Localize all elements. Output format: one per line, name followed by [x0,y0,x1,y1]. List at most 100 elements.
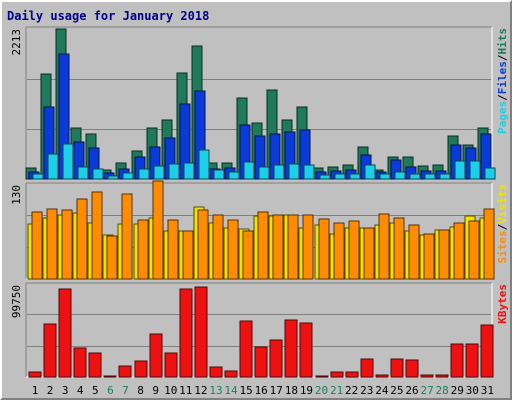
x-tick-label-day-13: 13 [209,384,222,397]
bar-sites-day-6 [106,235,118,280]
x-tick-label-day-10: 10 [164,384,177,397]
bar-sites-day-2 [46,208,58,280]
bar-kbytes-day-31 [480,324,494,378]
bar-kbytes-day-18 [284,319,298,378]
bar-pages-day-16 [258,166,270,180]
bar-kbytes-day-28 [435,374,449,378]
bar-kbytes-day-10 [164,352,178,378]
legend-entry-visits: Visits [496,184,509,224]
bar-pages-day-28 [439,173,451,180]
x-tick-label-day-16: 16 [255,384,268,397]
x-tick-label-day-19: 19 [300,384,313,397]
bar-sites-day-5 [91,191,103,280]
bar-kbytes-day-17 [269,339,283,378]
bar-pages-day-12 [198,149,210,180]
bar-pages-day-11 [183,162,195,180]
bar-pages-day-29 [454,160,466,180]
bar-kbytes-day-27 [420,374,434,378]
bar-kbytes-day-1 [28,371,42,378]
x-tick-label-day-2: 2 [47,384,54,397]
x-tick-label-day-31: 31 [481,384,494,397]
x-tick-label-day-17: 17 [270,384,283,397]
bar-kbytes-day-24 [375,374,389,378]
legend: Pages/Files/Hits [496,28,509,134]
bar-sites-day-19 [302,214,314,280]
x-tick-label-day-20: 20 [315,384,328,397]
bar-kbytes-day-20 [315,375,329,378]
bar-pages-day-3 [62,143,74,180]
bar-pages-day-18 [288,163,300,180]
bar-sites-day-3 [61,209,73,280]
bar-sites-day-26 [408,224,420,280]
bar-pages-day-5 [92,168,104,180]
bar-pages-day-6 [107,175,119,180]
legend-separator: / [496,223,509,230]
bar-kbytes-day-26 [405,359,419,378]
y-axis-max-label: 130 [10,185,23,205]
bar-sites-day-21 [333,222,345,280]
bar-sites-day-15 [242,230,254,280]
bar-sites-day-4 [76,198,88,280]
bar-pages-day-2 [47,153,59,180]
bar-sites-day-7 [121,193,133,280]
bar-pages-day-10 [168,163,180,180]
x-tick-label-day-7: 7 [122,384,129,397]
bar-kbytes-day-9 [149,333,163,378]
bar-sites-day-12 [197,209,209,280]
legend: KBytes [496,284,509,324]
bar-pages-day-23 [364,164,376,180]
bar-pages-day-31 [484,167,496,180]
bar-sites-day-1 [31,211,43,280]
bar-sites-day-22 [348,220,360,280]
bar-sites-day-24 [378,213,390,280]
bar-pages-day-30 [469,160,481,180]
bar-kbytes-day-12 [194,286,208,378]
legend-entry-kbytes: KBytes [496,284,509,324]
bar-kbytes-day-15 [239,320,253,378]
x-tick-label-day-9: 9 [152,384,159,397]
bar-kbytes-day-13 [209,366,223,378]
x-tick-label-day-22: 22 [345,384,358,397]
bar-sites-day-29 [453,222,465,280]
bar-kbytes-day-21 [330,371,344,378]
legend-entry-pages: Pages [496,101,509,134]
y-axis-max-label: 2213 [10,29,23,56]
x-tick-label-day-12: 12 [194,384,207,397]
bar-pages-day-22 [349,173,361,180]
legend-separator: / [496,54,509,61]
bar-sites-day-23 [363,227,375,280]
bar-sites-day-9 [152,180,164,280]
bar-kbytes-day-7 [118,365,132,378]
x-tick-label-day-15: 15 [239,384,252,397]
x-tick-label-day-29: 29 [451,384,464,397]
bar-kbytes-day-3 [58,288,72,378]
x-tick-label-day-21: 21 [330,384,343,397]
bar-kbytes-day-8 [134,360,148,378]
x-tick-label-day-8: 8 [137,384,144,397]
bar-pages-day-14 [228,171,240,180]
legend-entry-hits: Hits [496,28,509,55]
bar-pages-day-25 [394,171,406,180]
x-tick-label-day-27: 27 [420,384,433,397]
bar-pages-day-4 [77,166,89,180]
legend: Sites/Visits [496,184,509,264]
x-tick-label-day-26: 26 [405,384,418,397]
bar-sites-day-17 [272,214,284,280]
bar-pages-day-17 [273,164,285,180]
bar-kbytes-day-29 [450,343,464,378]
bar-kbytes-day-19 [299,322,313,378]
x-tick-label-day-4: 4 [77,384,84,397]
x-tick-label-day-14: 14 [224,384,238,397]
bar-sites-day-25 [393,217,405,280]
bar-pages-day-13 [213,169,225,180]
legend-entry-files: Files [496,61,509,94]
x-tick-label-day-3: 3 [62,384,69,397]
bar-kbytes-day-4 [73,347,87,378]
bar-pages-day-21 [334,173,346,180]
bar-pages-day-9 [153,165,165,180]
x-tick-label-day-18: 18 [285,384,298,397]
x-tick-label-day-1: 1 [32,384,39,397]
legend-entry-sites: Sites [496,230,509,263]
